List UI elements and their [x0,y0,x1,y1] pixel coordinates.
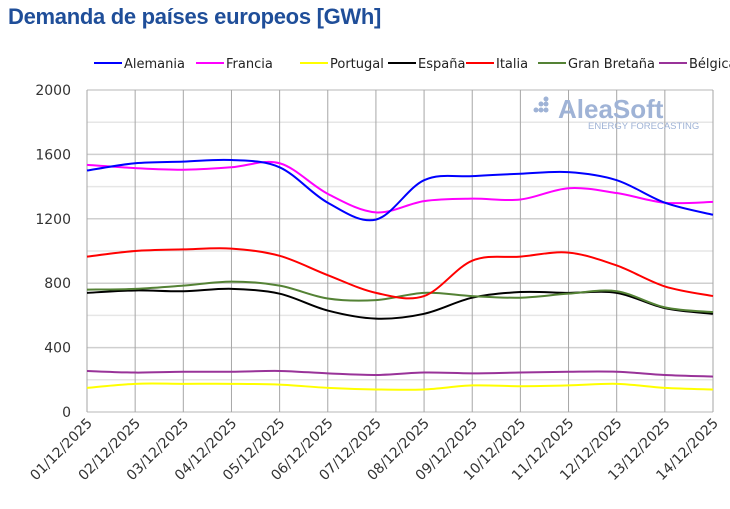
y-tick-label: 800 [44,276,71,292]
chart-title: Demanda de países europeos [GWh] [8,4,382,29]
series-line-portugal [86,382,714,391]
series-line-italia [86,247,714,300]
y-tick-label: 2000 [35,83,71,99]
legend-label: Francia [226,57,273,72]
series-line-españa [86,287,714,320]
legend-label: Gran Bretaña [568,57,655,72]
y-tick-label: 1200 [35,212,71,228]
legend-label: Alemania [124,57,185,72]
series-line-bélgica [86,369,714,378]
series-line-francia [86,160,714,214]
legend-label: España [418,57,465,72]
series-line-gran-bretaña [86,280,714,314]
y-tick-label: 400 [44,341,71,357]
legend-label: Bélgica [689,57,730,72]
svg-text:AleaSoft: AleaSoft [558,94,664,124]
y-tick-label: 1600 [35,147,71,163]
legend-label: Portugal [330,57,384,72]
svg-text:ENERGY FORECASTING: ENERGY FORECASTING [588,121,699,132]
legend-label: Italia [496,57,528,72]
series-line-alemania [86,158,714,222]
y-tick-label: 0 [62,405,71,421]
